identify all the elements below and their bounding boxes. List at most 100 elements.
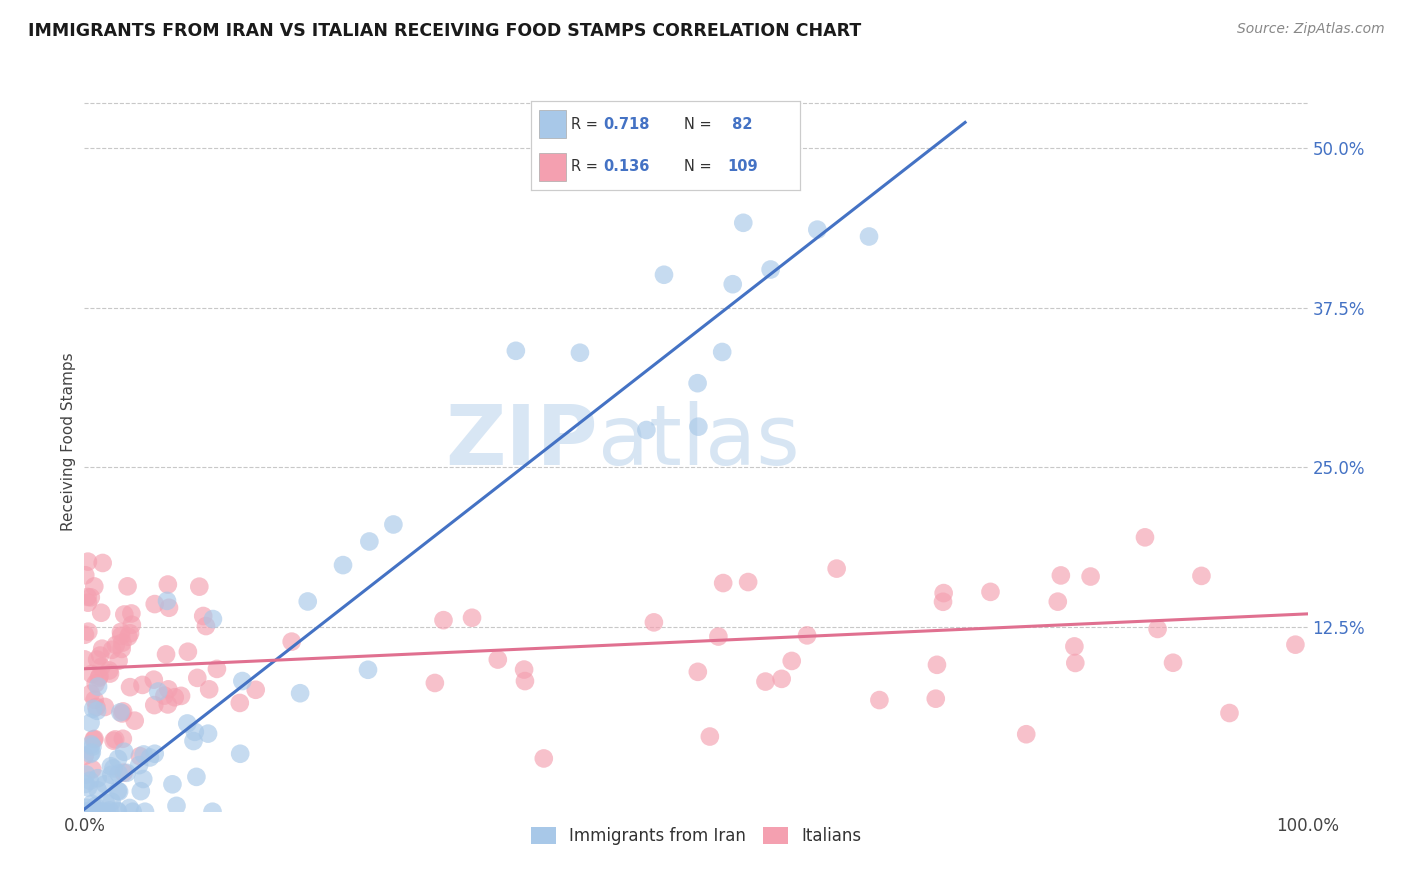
Point bbox=[699, 730, 721, 744]
Point bbox=[132, 772, 155, 786]
Point bbox=[153, 689, 176, 703]
Point bbox=[636, 423, 658, 437]
Point bbox=[1218, 706, 1240, 720]
Text: ZIP: ZIP bbox=[446, 401, 598, 482]
Point bbox=[77, 780, 100, 795]
Point bbox=[231, 673, 253, 688]
Point bbox=[112, 705, 135, 719]
Point bbox=[143, 747, 166, 761]
Point bbox=[120, 680, 142, 694]
Point bbox=[1064, 656, 1087, 670]
Point bbox=[176, 716, 198, 731]
Point bbox=[1046, 594, 1069, 608]
Point bbox=[1133, 530, 1156, 544]
Point bbox=[105, 804, 128, 818]
Point bbox=[1063, 640, 1085, 654]
Point bbox=[120, 607, 142, 621]
Point bbox=[643, 615, 665, 630]
Point bbox=[75, 767, 97, 781]
Point bbox=[201, 805, 224, 819]
Point bbox=[533, 751, 555, 765]
Point bbox=[83, 732, 105, 747]
Point bbox=[858, 229, 880, 244]
Point bbox=[461, 611, 484, 625]
Point bbox=[359, 534, 381, 549]
Point bbox=[80, 687, 103, 701]
Point bbox=[98, 664, 121, 678]
Point bbox=[110, 706, 132, 720]
Point bbox=[79, 715, 101, 730]
Point bbox=[146, 684, 169, 698]
Point bbox=[156, 577, 179, 591]
Point bbox=[780, 654, 803, 668]
Point bbox=[90, 805, 112, 819]
Point bbox=[1015, 727, 1038, 741]
Point bbox=[77, 624, 100, 639]
Point bbox=[686, 665, 709, 679]
Point bbox=[245, 682, 267, 697]
Point bbox=[110, 629, 132, 643]
Point bbox=[686, 376, 709, 391]
Point bbox=[124, 714, 146, 728]
Point bbox=[111, 641, 134, 656]
Point bbox=[118, 801, 141, 815]
Point bbox=[186, 671, 208, 685]
Point bbox=[118, 626, 141, 640]
Point bbox=[86, 805, 108, 819]
Point bbox=[868, 693, 890, 707]
Point bbox=[77, 555, 100, 569]
Point bbox=[104, 638, 127, 652]
Point bbox=[73, 628, 96, 642]
Point bbox=[111, 635, 134, 649]
Y-axis label: Receiving Food Stamps: Receiving Food Stamps bbox=[60, 352, 76, 531]
Point bbox=[156, 698, 179, 712]
Point bbox=[155, 648, 177, 662]
Point bbox=[112, 765, 135, 780]
Point bbox=[77, 805, 100, 819]
Point bbox=[96, 805, 118, 819]
Point bbox=[108, 784, 131, 798]
Point bbox=[83, 731, 105, 746]
Point bbox=[87, 680, 110, 694]
Point bbox=[825, 561, 848, 575]
Point bbox=[77, 596, 100, 610]
Point bbox=[94, 700, 117, 714]
Point bbox=[112, 745, 135, 759]
Point bbox=[1191, 569, 1213, 583]
Point bbox=[157, 682, 180, 697]
Point bbox=[142, 673, 165, 687]
Point bbox=[128, 758, 150, 772]
Point bbox=[229, 747, 252, 761]
Point bbox=[184, 724, 207, 739]
Point bbox=[188, 580, 211, 594]
Point bbox=[76, 801, 98, 815]
Point bbox=[163, 690, 186, 705]
Text: Source: ZipAtlas.com: Source: ZipAtlas.com bbox=[1237, 22, 1385, 37]
Point bbox=[1284, 638, 1306, 652]
Point bbox=[721, 277, 744, 292]
Point bbox=[94, 777, 117, 791]
Point bbox=[89, 669, 111, 683]
Point bbox=[75, 568, 97, 582]
Point bbox=[76, 805, 98, 819]
Point bbox=[103, 761, 125, 775]
Point bbox=[932, 595, 955, 609]
Point bbox=[134, 805, 156, 819]
Point bbox=[80, 738, 103, 752]
Point bbox=[806, 222, 828, 236]
Point bbox=[100, 795, 122, 809]
Point bbox=[107, 805, 129, 819]
Point bbox=[100, 759, 122, 773]
Point bbox=[754, 674, 776, 689]
Point bbox=[86, 704, 108, 718]
Point bbox=[89, 648, 111, 663]
Point bbox=[759, 262, 782, 277]
Text: IMMIGRANTS FROM IRAN VS ITALIAN RECEIVING FOOD STAMPS CORRELATION CHART: IMMIGRANTS FROM IRAN VS ITALIAN RECEIVIN… bbox=[28, 22, 862, 40]
Point bbox=[297, 594, 319, 608]
Point bbox=[186, 770, 208, 784]
Point bbox=[77, 805, 100, 819]
Point bbox=[193, 609, 215, 624]
Point bbox=[80, 797, 103, 811]
Point bbox=[513, 663, 536, 677]
Point bbox=[129, 784, 152, 798]
